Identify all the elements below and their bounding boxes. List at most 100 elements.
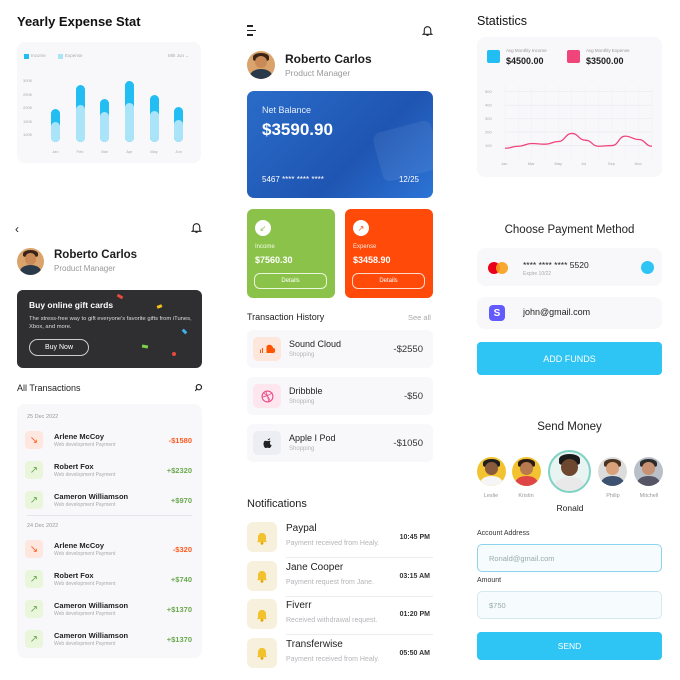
promo-title: Buy online gift cards: [29, 300, 114, 310]
notification-item[interactable]: Transferwise Payment received from Healy.…: [247, 637, 433, 668]
trend-up-icon: ↗: [25, 461, 43, 479]
transaction-row[interactable]: ↘ Arlene McCoy Web development Payment -$15…: [25, 428, 194, 452]
transaction-row[interactable]: ↗ Robert Fox Web development Payment +$740: [25, 567, 194, 591]
payment-method-title: Choose Payment Method: [504, 224, 635, 236]
transaction-amount: -$1050: [393, 438, 423, 449]
y-tick: 100K: [23, 132, 33, 137]
trend-up-icon: ↗: [25, 630, 43, 648]
contact-avatar[interactable]: [512, 457, 541, 486]
statistics-card: Avg Monthly Income $4500.00 Avg Monthly …: [477, 37, 662, 177]
see-all-link[interactable]: See all: [408, 313, 431, 322]
stripe-icon: S: [489, 305, 505, 321]
y-tick: 200K: [23, 105, 33, 110]
x-tick: Mar: [101, 149, 109, 154]
month-filter-label: Mth Jun: [167, 53, 184, 58]
soundcloud-icon: [253, 337, 281, 361]
contact-avatar[interactable]: [634, 457, 663, 486]
transaction-row[interactable]: ↘ Arlene McCoy Web development Payment -$32…: [25, 537, 194, 561]
bar-expense: [100, 112, 110, 142]
notification-title: Jane Cooper: [286, 561, 344, 573]
transaction-desc: Web development Payment: [54, 502, 116, 508]
transaction-desc: Web development Payment: [54, 442, 116, 448]
bell-icon: [247, 560, 277, 591]
chevron-down-icon: ⌄: [185, 53, 189, 58]
transaction-name: Dribbble: [289, 386, 323, 396]
user-role: Product Manager: [285, 68, 351, 78]
y-tick: 250K: [23, 91, 33, 97]
promo-text: The stress-free way to gift everyone's f…: [29, 316, 192, 330]
transaction-amount: +$1370: [166, 634, 192, 644]
all-transactions-title: All Transactions: [17, 383, 81, 393]
x-tick: May: [150, 149, 158, 154]
balance-card[interactable]: Net Balance $3590.90 5467 **** **** ****…: [247, 91, 433, 198]
x-tick: Jan: [501, 161, 507, 166]
notification-item[interactable]: Jane Cooper Payment request from Jane. 03:…: [247, 560, 433, 597]
transaction-row[interactable]: ↗ Cameron Williamson Web development Payme…: [25, 597, 194, 621]
bell-icon[interactable]: [190, 221, 203, 239]
income-label: Income: [255, 244, 275, 250]
expense-details-button[interactable]: Details: [352, 273, 425, 289]
transactions-card: 25 Dec 2022 ↘ Arlene McCoy Web development …: [17, 404, 202, 658]
back-icon[interactable]: ‹: [15, 222, 19, 236]
line-chart: 500 400 300 200 100 Jan Mar May Jul Sep Nov: [485, 85, 653, 166]
transaction-history-title: Transaction History: [247, 312, 325, 322]
month-filter[interactable]: Mth Jun ⌄: [168, 53, 189, 59]
balance-label: Net Balance: [262, 105, 312, 115]
transaction-date: 25 Dec 2022: [27, 414, 59, 420]
dribbble-icon: [253, 384, 281, 408]
menu-icon[interactable]: [247, 25, 256, 36]
bar-expense: [124, 102, 134, 142]
stripe-option[interactable]: S john@gmail.com: [477, 297, 662, 329]
add-funds-button[interactable]: ADD FUNDS: [477, 342, 662, 375]
series-line: [504, 132, 653, 149]
income-details-button[interactable]: Details: [254, 273, 327, 289]
search-icon[interactable]: [194, 383, 203, 394]
income-card: ↙ Income $7560.30 Details: [247, 209, 335, 298]
notification-item[interactable]: Paypal Payment received from Healy. 10:45 …: [247, 522, 433, 558]
legend-expense-swatch: [58, 54, 63, 59]
card-number: 5467 **** **** ****: [262, 175, 324, 184]
transaction-name: Robert Fox: [54, 571, 94, 580]
y-tick: 150K: [23, 118, 33, 124]
buy-now-button[interactable]: Buy Now: [29, 339, 89, 356]
send-button[interactable]: SEND: [477, 632, 662, 660]
avatar: [17, 248, 44, 275]
transaction-amount: -$2550: [393, 344, 423, 355]
selected-contact-avatar[interactable]: [548, 450, 591, 493]
transaction-row[interactable]: Dribbble Shopping -$50: [247, 377, 433, 415]
legend-income-swatch: [24, 54, 29, 59]
bar-expense: [50, 122, 60, 142]
x-axis: Jan Feb Mar Apr May Jun: [43, 149, 191, 157]
notification-item[interactable]: Fiverr Received withdrawal request. 01:20 …: [247, 599, 433, 635]
income-swatch: [487, 50, 500, 63]
user-role: Product Manager: [54, 264, 116, 273]
divider: [286, 634, 433, 635]
contact-name: Leslie: [483, 493, 499, 499]
account-address-input[interactable]: Ronald@gmail.com: [477, 544, 662, 572]
saved-card-option[interactable]: **** **** **** 5520 Expire 10/22: [477, 248, 662, 286]
notifications-title: Notifications: [247, 498, 307, 510]
transaction-row[interactable]: ↗ Cameron Williamson Web development Payme…: [25, 488, 194, 512]
bell-icon[interactable]: [421, 24, 434, 42]
trend-down-icon: ↘: [25, 540, 43, 558]
notification-time: 05:50 AM: [399, 649, 430, 657]
x-tick: Jul: [581, 161, 586, 166]
transaction-amount: -$320: [172, 544, 192, 554]
transaction-desc: Web development Payment: [54, 641, 116, 647]
notification-title: Paypal: [286, 523, 317, 534]
transaction-row[interactable]: ↗ Robert Fox Web development Payment +$2320: [25, 458, 194, 482]
contact-avatar[interactable]: [477, 457, 506, 486]
selected-radio[interactable]: [641, 261, 654, 274]
group-divider: [27, 515, 192, 516]
transaction-amount: -$1580: [168, 435, 192, 445]
contact-avatar[interactable]: [598, 457, 627, 486]
transaction-row[interactable]: ↗ Cameron Williamson Web development Payme…: [25, 627, 194, 651]
transaction-row[interactable]: Sound Cloud Shopping -$2550: [247, 330, 433, 368]
x-tick: Jun: [175, 149, 182, 154]
amount-input[interactable]: $750: [477, 591, 662, 619]
bar-expense: [75, 104, 85, 142]
y-tick: 400: [485, 103, 492, 108]
trend-down-icon: ↘: [25, 431, 43, 449]
transaction-row[interactable]: Apple I Pod Shopping -$1050: [247, 424, 433, 462]
avg-expense-value: $3500.00: [586, 56, 624, 66]
